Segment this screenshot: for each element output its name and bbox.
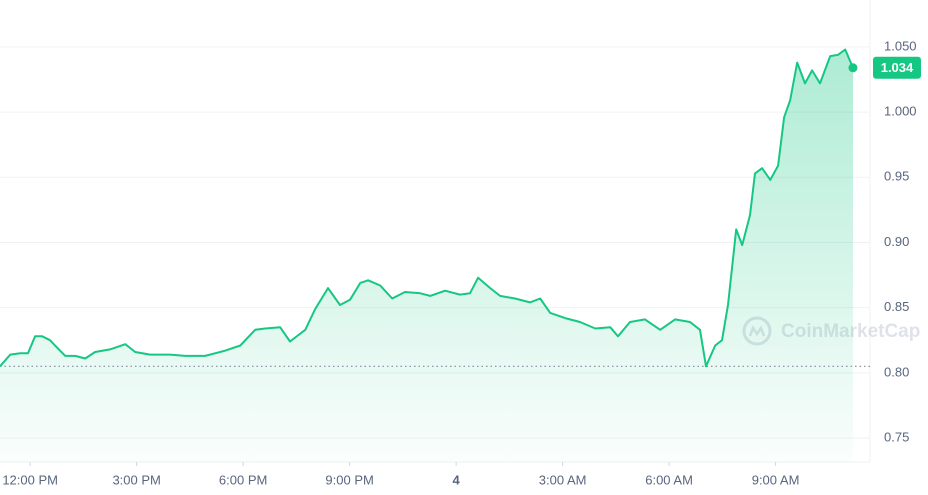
y-tick-label: 0.90 [884, 234, 909, 249]
last-price-dot [848, 63, 858, 73]
x-tick-label: 9:00 AM [752, 472, 800, 487]
x-tick-label: 3:00 AM [539, 472, 587, 487]
y-tick-label: 0.75 [884, 429, 909, 444]
y-tick-label: 1.000 [884, 104, 917, 119]
x-tick-label: 6:00 AM [645, 472, 693, 487]
price-area [0, 49, 853, 462]
price-badge [873, 56, 921, 79]
x-tick-label: 6:00 PM [219, 472, 267, 487]
y-tick-label: 0.85 [884, 299, 909, 314]
y-tick-label: 0.80 [884, 364, 909, 379]
y-tick-label: 0.95 [884, 169, 909, 184]
price-badge-label: 1.034 [881, 60, 914, 75]
price-line [0, 48, 854, 368]
x-tick-label: 9:00 PM [325, 472, 373, 487]
y-tick-label: 1.050 [884, 38, 917, 53]
x-tick-label: 4 [453, 472, 461, 487]
x-tick-label: 12:00 PM [2, 472, 58, 487]
x-tick-label: 3:00 PM [112, 472, 160, 487]
